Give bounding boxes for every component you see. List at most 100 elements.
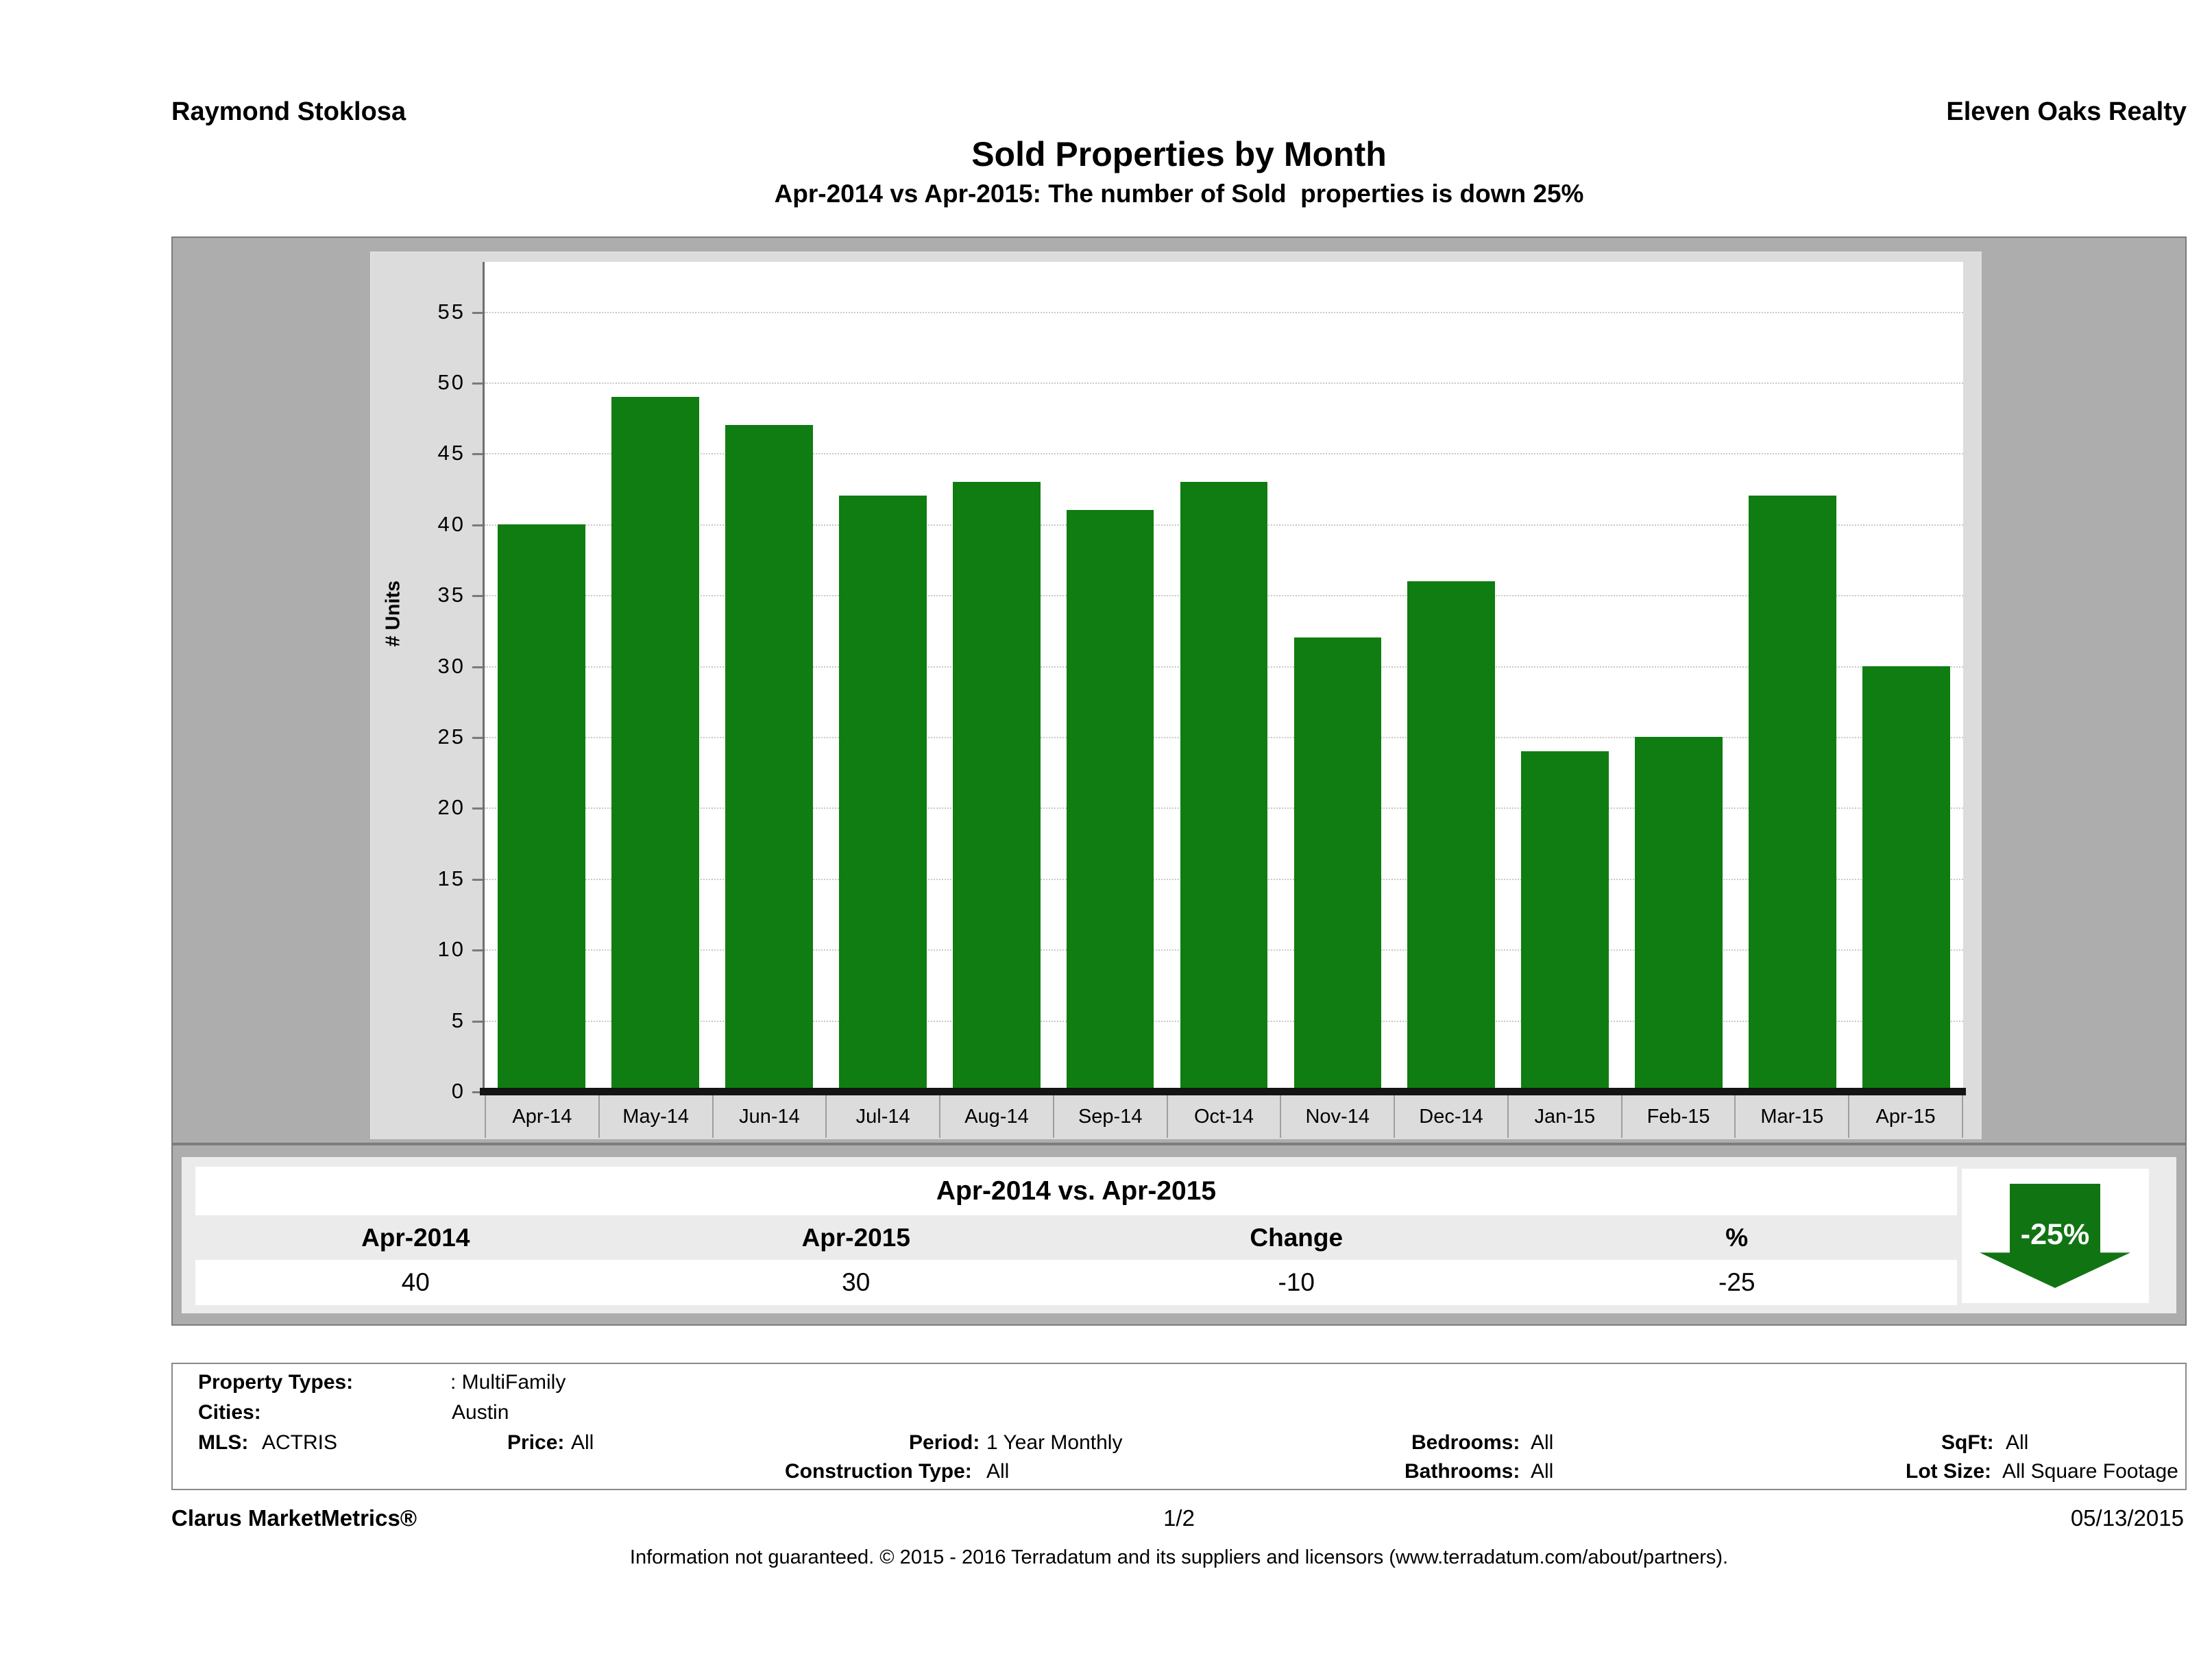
y-tick-mark: [472, 666, 483, 668]
mls-label: MLS:: [198, 1431, 249, 1454]
sqft-label: SqFt:: [1941, 1431, 1994, 1454]
y-tick-mark: [472, 949, 483, 952]
sqft-value: All: [2006, 1431, 2029, 1454]
x-tick-label: Jan-15: [1509, 1095, 1622, 1138]
comparison-header-row: Apr-2014 Apr-2015 Change%: [195, 1215, 1957, 1260]
y-tick-mark: [472, 1091, 483, 1093]
comparison-table: Apr-2014 vs. Apr-2015 Apr-2014 Apr-2015 Ch…: [182, 1157, 2176, 1313]
comparison-value-cell: -10: [1278, 1268, 1315, 1296]
x-tick-label: May-14: [600, 1095, 714, 1138]
y-tick-label: 5: [451, 1008, 465, 1032]
x-tick-label: Aug-14: [940, 1095, 1054, 1138]
bar-Feb-15: [1635, 737, 1723, 1091]
y-tick-label: 45: [437, 441, 465, 465]
footer-date: 05/13/2015: [2070, 1505, 2184, 1531]
x-tick-label: Apr-14: [485, 1095, 600, 1138]
bar-slot: [1736, 262, 1849, 1091]
bar-slot: [940, 262, 1054, 1091]
bar-series: [485, 262, 1963, 1091]
comparison-header-cell: Apr-2015: [801, 1223, 910, 1252]
trend-arrow-box: -25%: [1962, 1169, 2149, 1303]
lot-size-value: All Square Footage: [2002, 1460, 2178, 1483]
y-tick-label: 25: [437, 725, 465, 749]
x-axis-labels: Apr-14 May-14 Jun-14 Jul-14 Aug-14 Sep-14 Oct-…: [485, 1095, 1963, 1138]
x-tick-label: Sep-14: [1054, 1095, 1168, 1138]
bar-slot: [1280, 262, 1394, 1091]
gridline: [485, 453, 1963, 455]
bar-Dec-14: [1407, 581, 1496, 1091]
bar-Aug-14: [952, 482, 1041, 1091]
bar-Sep-14: [1066, 510, 1154, 1091]
lot-size-label: Lot Size:: [1906, 1460, 1991, 1483]
cities-label: Cities:: [198, 1401, 261, 1424]
bar-Jan-15: [1521, 751, 1609, 1091]
bar-Mar-15: [1749, 496, 1836, 1091]
footer-brand: Clarus MarketMetrics®: [171, 1505, 417, 1531]
y-tick-mark: [472, 737, 483, 739]
y-tick-mark: [472, 382, 483, 385]
x-tick-label: Jul-14: [827, 1095, 941, 1138]
agent-name: Raymond Stoklosa: [171, 97, 406, 126]
property-types-label: Property Types:: [198, 1371, 354, 1394]
x-tick-label: Feb-15: [1622, 1095, 1736, 1138]
y-tick-mark: [472, 878, 483, 881]
y-tick-label: 55: [437, 299, 465, 324]
bar-Nov-14: [1293, 637, 1382, 1091]
cities-value: Austin: [452, 1401, 509, 1424]
gridline: [485, 382, 1963, 384]
footer-page-number: 1/2: [1163, 1505, 1195, 1531]
y-tick-label: 35: [437, 583, 465, 607]
property-types-value: : MultiFamily: [450, 1371, 566, 1394]
bathrooms-label: Bathrooms:: [1405, 1460, 1520, 1483]
bar-slot: [1394, 262, 1508, 1091]
bar-slot: [826, 262, 940, 1091]
bathrooms-value: All: [1531, 1460, 1554, 1483]
y-tick-label: 0: [451, 1079, 465, 1103]
x-tick-label: Jun-14: [714, 1095, 827, 1138]
y-tick-mark: [472, 807, 483, 810]
y-axis-title: # Units: [382, 581, 405, 647]
y-tick-label: 20: [437, 795, 465, 820]
bar-Apr-15: [1862, 666, 1950, 1091]
footer-disclaimer: Information not guaranteed. © 2015 - 201…: [629, 1546, 1729, 1568]
comparison-header-cell: %: [1725, 1223, 1749, 1252]
plot-area: [485, 262, 1963, 1095]
bedrooms-label: Bedrooms:: [1411, 1431, 1520, 1454]
bar-slot: [1167, 262, 1281, 1091]
y-tick-mark: [472, 311, 483, 314]
y-tick-label: 40: [437, 511, 465, 536]
x-tick-label: Mar-15: [1736, 1095, 1850, 1138]
bar-Jun-14: [725, 425, 813, 1091]
bar-May-14: [611, 397, 699, 1091]
y-tick-mark: [472, 595, 483, 598]
gridline: [485, 311, 1963, 313]
brokerage-name: Eleven Oaks Realty: [1946, 97, 2187, 126]
comparison-header-cell: Apr-2014: [361, 1223, 470, 1252]
y-axis-line: [483, 262, 485, 1095]
filters-box: Property Types: : MultiFamily Cities: Au…: [171, 1363, 2187, 1490]
y-tick-mark: [472, 524, 483, 526]
bar-slot: [1849, 262, 1963, 1091]
price-label: Price:: [507, 1431, 565, 1454]
period-value: 1 Year Monthly: [986, 1431, 1123, 1454]
bar-Apr-14: [498, 524, 585, 1091]
page-title: Sold Properties by Month: [971, 135, 1387, 173]
mls-value: ACTRIS: [262, 1431, 338, 1454]
y-tick-label: 50: [437, 370, 465, 394]
bar-slot: [598, 262, 712, 1091]
bar-Jul-14: [838, 496, 927, 1091]
comparison-value-cell: 40: [401, 1268, 430, 1296]
x-tick-label: Dec-14: [1395, 1095, 1509, 1138]
construction-value: All: [986, 1460, 1010, 1483]
comparison-value-cell: 30: [842, 1268, 871, 1296]
bar-slot: [1622, 262, 1736, 1091]
x-tick-label: Oct-14: [1168, 1095, 1282, 1138]
bar-slot: [1054, 262, 1167, 1091]
bar-Oct-14: [1180, 482, 1268, 1091]
trend-arrow-label: -25%: [2020, 1218, 2090, 1252]
chart-panel: # Units 0 5 10 15 20 25 30 35 40 45 50 55 Apr-14May…: [171, 236, 2187, 1144]
y-tick-label: 15: [437, 866, 465, 890]
x-tick-label: Nov-14: [1281, 1095, 1396, 1138]
construction-label: Construction Type:: [785, 1460, 972, 1483]
